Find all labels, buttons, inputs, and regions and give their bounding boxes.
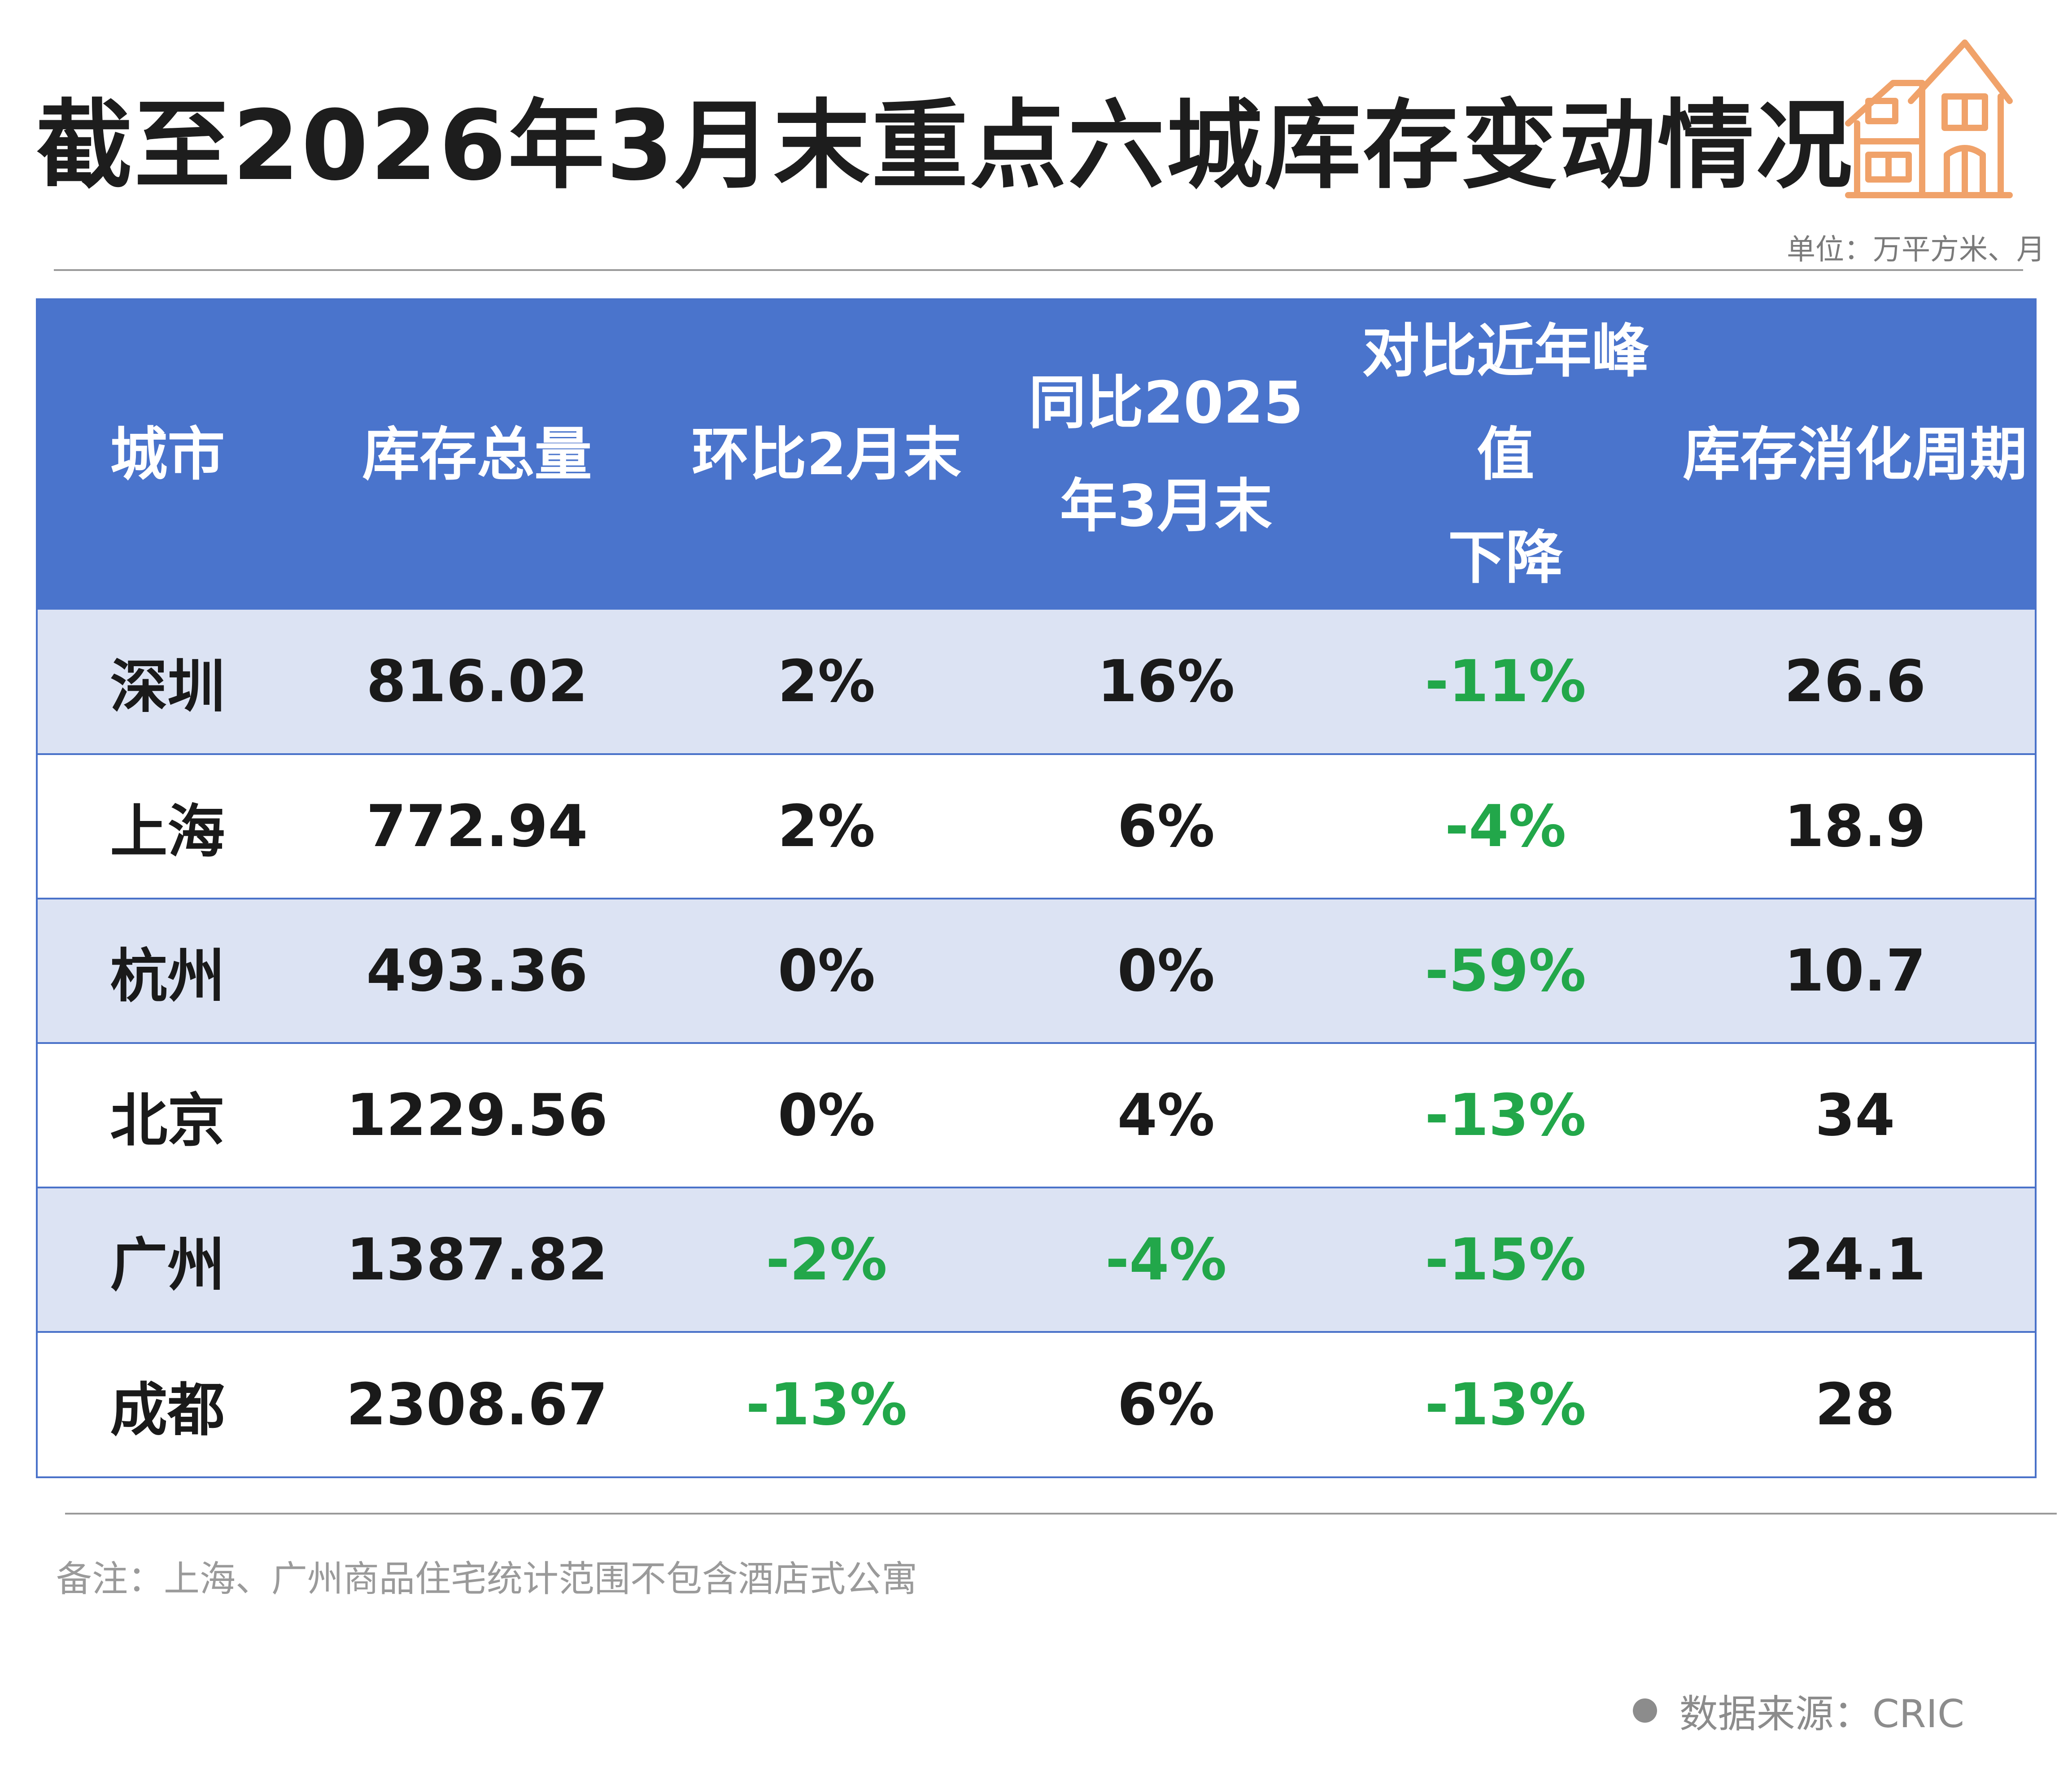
cell-mom: 2%	[657, 753, 996, 899]
table-row: 上海 772.94 2% 6% -4% 18.9	[38, 753, 2035, 899]
cell-mom: 0%	[657, 1042, 996, 1187]
cell-yoy: 6%	[996, 1331, 1336, 1476]
table-row: 北京 1229.56 0% 4% -13% 34	[38, 1042, 2035, 1187]
cell-total: 2308.67	[297, 1331, 657, 1476]
cell-cycle: 34	[1675, 1042, 2035, 1187]
header-cycle: 库存消化周期	[1683, 421, 2028, 488]
cell-peak: -13%	[1335, 1042, 1675, 1187]
inventory-table: 城市 库存总量 环比2月末 同比2025 年3月末 对比近年峰值 下降 库存消化周期…	[36, 298, 2037, 1478]
cell-peak: -11%	[1425, 648, 1586, 715]
unit-label: 单位：万平方米、月	[1787, 233, 2045, 266]
cell-city: 北京	[38, 1042, 297, 1187]
cell-mom: -13%	[657, 1331, 996, 1476]
cell-mom: -2%	[657, 1187, 996, 1332]
cell-city: 杭州	[38, 898, 297, 1043]
bottom-divider	[65, 1513, 2057, 1515]
table-row: 成都 2308.67 -13% 6% -13% 28	[38, 1331, 2035, 1476]
cell-yoy: -4%	[996, 1187, 1336, 1332]
header-peak: 对比近年峰值 下降	[1362, 318, 1649, 591]
cell-yoy: 4%	[996, 1042, 1336, 1187]
cell-cycle: 28	[1675, 1331, 2035, 1476]
cell-peak: -13%	[1335, 1331, 1675, 1476]
table-row: 广州 1387.82 -2% -4% -15% 24.1	[38, 1187, 2035, 1332]
bullet-dot-icon	[1632, 1698, 1657, 1723]
header-total: 库存总量	[362, 421, 592, 488]
cell-cycle: 18.9	[1675, 753, 2035, 899]
cell-city: 成都	[38, 1331, 297, 1476]
cell-cycle: 10.7	[1675, 898, 2035, 1043]
cell-total: 1229.56	[297, 1042, 657, 1187]
header-yoy: 同比2025 年3月末	[1029, 370, 1304, 540]
footnote: 备注：上海、广州商品住宅统计范围不包含酒店式公寓	[56, 1558, 917, 1600]
header-mom: 环比2月末	[691, 421, 962, 488]
cell-peak: -15%	[1335, 1187, 1675, 1332]
top-divider	[54, 269, 2023, 271]
table-row: 杭州 493.36 0% 0% -59% 10.7	[38, 898, 2035, 1043]
source-label: 数据来源：CRIC	[1679, 1692, 1964, 1737]
cell-city: 上海	[38, 753, 297, 899]
cell-cycle: 26.6	[1784, 648, 1926, 715]
cell-yoy: 16%	[1097, 648, 1235, 715]
table-header-row: 城市 库存总量 环比2月末 同比2025 年3月末 对比近年峰值 下降 库存消化周期	[38, 300, 2035, 610]
header-city: 城市	[110, 421, 225, 488]
house-icon	[1845, 39, 2013, 198]
page-title: 截至2026年3月末重点六城库存变动情况	[36, 89, 1854, 202]
cell-mom: 2%	[777, 648, 876, 715]
cell-total: 772.94	[297, 753, 657, 899]
cell-yoy: 6%	[996, 753, 1336, 899]
cell-peak: -59%	[1335, 898, 1675, 1043]
cell-cycle: 24.1	[1675, 1187, 2035, 1332]
cell-total: 493.36	[297, 898, 657, 1043]
data-source: 数据来源：CRIC	[1632, 1682, 1964, 1738]
cell-city: 深圳	[110, 653, 225, 720]
cell-total: 1387.82	[297, 1187, 657, 1332]
cell-mom: 0%	[657, 898, 996, 1043]
table-row: 深圳 816.02 2% 16% -11% 26.6	[38, 610, 2035, 754]
cell-peak: -4%	[1335, 753, 1675, 899]
cell-city: 广州	[38, 1187, 297, 1332]
cell-yoy: 0%	[996, 898, 1336, 1043]
cell-total: 816.02	[366, 648, 588, 715]
